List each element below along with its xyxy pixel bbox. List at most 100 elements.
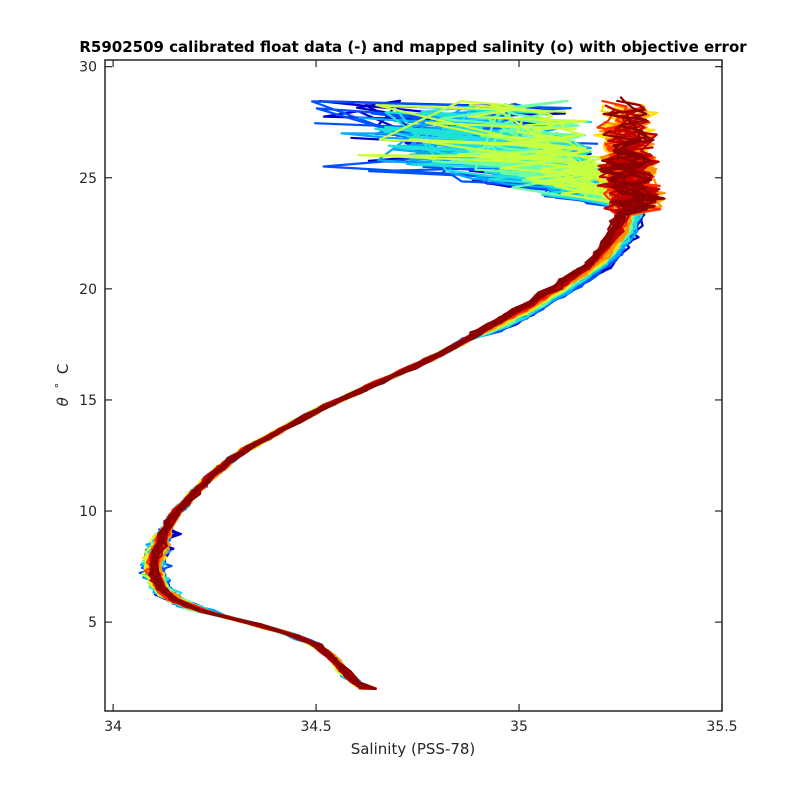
float-profile-line: [144, 130, 651, 690]
float-profile-line: [140, 141, 644, 690]
float-profile-line: [147, 121, 634, 690]
float-profile-line: [150, 157, 650, 690]
float-profile-line: [150, 119, 632, 690]
float-profile-line: [150, 128, 643, 690]
y-tick-label: 25: [79, 171, 97, 187]
float-profile-line: [143, 138, 626, 690]
float-profile-line: [153, 116, 663, 690]
float-profile-line: [149, 122, 642, 690]
float-profile-line: [144, 126, 644, 690]
float-profile-line: [138, 122, 635, 690]
y-axis-label-symbol: θ: [54, 397, 72, 406]
float-profile-line: [146, 142, 631, 690]
float-profile-line: [144, 112, 634, 690]
float-profile-line: [150, 139, 662, 690]
float-profile-line: [150, 152, 653, 690]
float-profile-line: [155, 162, 660, 690]
float-profile-line: [144, 136, 644, 690]
y-tick-label: 20: [79, 282, 97, 298]
y-axis-label-unit: C: [54, 364, 72, 374]
float-profile-line: [151, 127, 644, 690]
float-profile-line: [143, 152, 632, 690]
float-profile-line: [144, 114, 646, 690]
chart-title: R5902509 calibrated float data (-) and m…: [79, 38, 747, 56]
y-tick-label: 10: [79, 504, 97, 520]
float-profile-line: [152, 166, 643, 690]
float-profile-line: [142, 127, 661, 690]
float-profile-line: [151, 141, 660, 690]
float-profile-line: [148, 159, 633, 690]
y-tick-label: 15: [79, 393, 97, 409]
chart-data-layer: [138, 96, 666, 690]
float-profile-line: [141, 125, 635, 690]
float-profile-line: [147, 148, 636, 690]
float-profile-line: [150, 146, 654, 690]
float-profile-line: [150, 128, 640, 690]
float-profile-line: [142, 132, 635, 690]
y-tick-label: 30: [79, 60, 97, 76]
y-axis-label-degree: °: [53, 383, 66, 389]
float-profile-line: [149, 162, 658, 690]
float-profile-line: [145, 131, 630, 690]
float-profile-line: [144, 142, 633, 690]
float-profile-line: [145, 161, 656, 690]
float-profile-line: [144, 129, 641, 690]
float-profile-line: [148, 160, 631, 690]
y-tick-label: 5: [88, 615, 97, 631]
float-profile-line: [153, 169, 646, 690]
float-profile-line: [150, 131, 640, 690]
float-profile-line: [150, 119, 650, 690]
y-axis-label: θ ° C: [49, 364, 72, 407]
float-profile-line: [150, 158, 653, 690]
float-profile-line: [149, 148, 651, 690]
float-profile-line: [146, 135, 631, 690]
float-profile-line: [151, 126, 640, 690]
float-profile-line: [157, 126, 643, 690]
float-profile-line: [148, 118, 633, 690]
float-profile-line: [144, 144, 635, 690]
float-profile-line: [147, 133, 634, 690]
float-profile-line: [152, 156, 660, 690]
float-profile-line: [152, 139, 640, 690]
float-profile-line: [152, 114, 642, 690]
float-profile-line: [149, 166, 661, 690]
float-profile-line: [149, 125, 655, 690]
float-profile-line: [147, 154, 636, 690]
float-profile-line: [148, 119, 638, 690]
float-profile-line: [148, 149, 638, 690]
x-tick-label: 35: [510, 719, 528, 735]
x-tick-label: 35.5: [706, 719, 737, 735]
float-profile-line: [151, 145, 657, 690]
axes: 34 34.5 35 35.5 5 10 15 20 25 30: [79, 60, 737, 735]
float-profile-line: [148, 150, 656, 690]
float-profile-line: [150, 120, 641, 690]
plot-frame: [104, 59, 723, 712]
float-profile-line: [150, 129, 666, 690]
float-profile-line: [144, 127, 637, 690]
x-axis-label: Salinity (PSS-78): [351, 740, 476, 758]
float-profile-line: [141, 112, 632, 690]
x-tick-label: 34.5: [300, 719, 331, 735]
float-profile-line: [150, 117, 655, 690]
float-profile-line: [150, 138, 644, 690]
float-profile-line: [149, 165, 658, 690]
float-profile-line: [150, 118, 637, 690]
float-profile-line: [140, 116, 637, 690]
float-profile-line: [148, 126, 650, 690]
float-profile-line: [144, 165, 636, 690]
float-profile-line: [149, 165, 666, 690]
float-profile-line: [152, 118, 658, 690]
float-profile-line: [149, 120, 660, 690]
float-profile-line: [155, 123, 656, 690]
float-profile-line: [145, 136, 637, 690]
float-profile-line: [152, 133, 653, 690]
float-profile-line: [150, 115, 639, 690]
float-profile-line: [149, 152, 652, 690]
float-profile-line: [151, 158, 650, 690]
float-profile-line: [146, 140, 634, 690]
float-profile-line: [150, 156, 655, 690]
float-profile-line: [147, 114, 641, 690]
x-tick-label: 34: [104, 719, 122, 735]
float-profile-line: [148, 162, 651, 690]
